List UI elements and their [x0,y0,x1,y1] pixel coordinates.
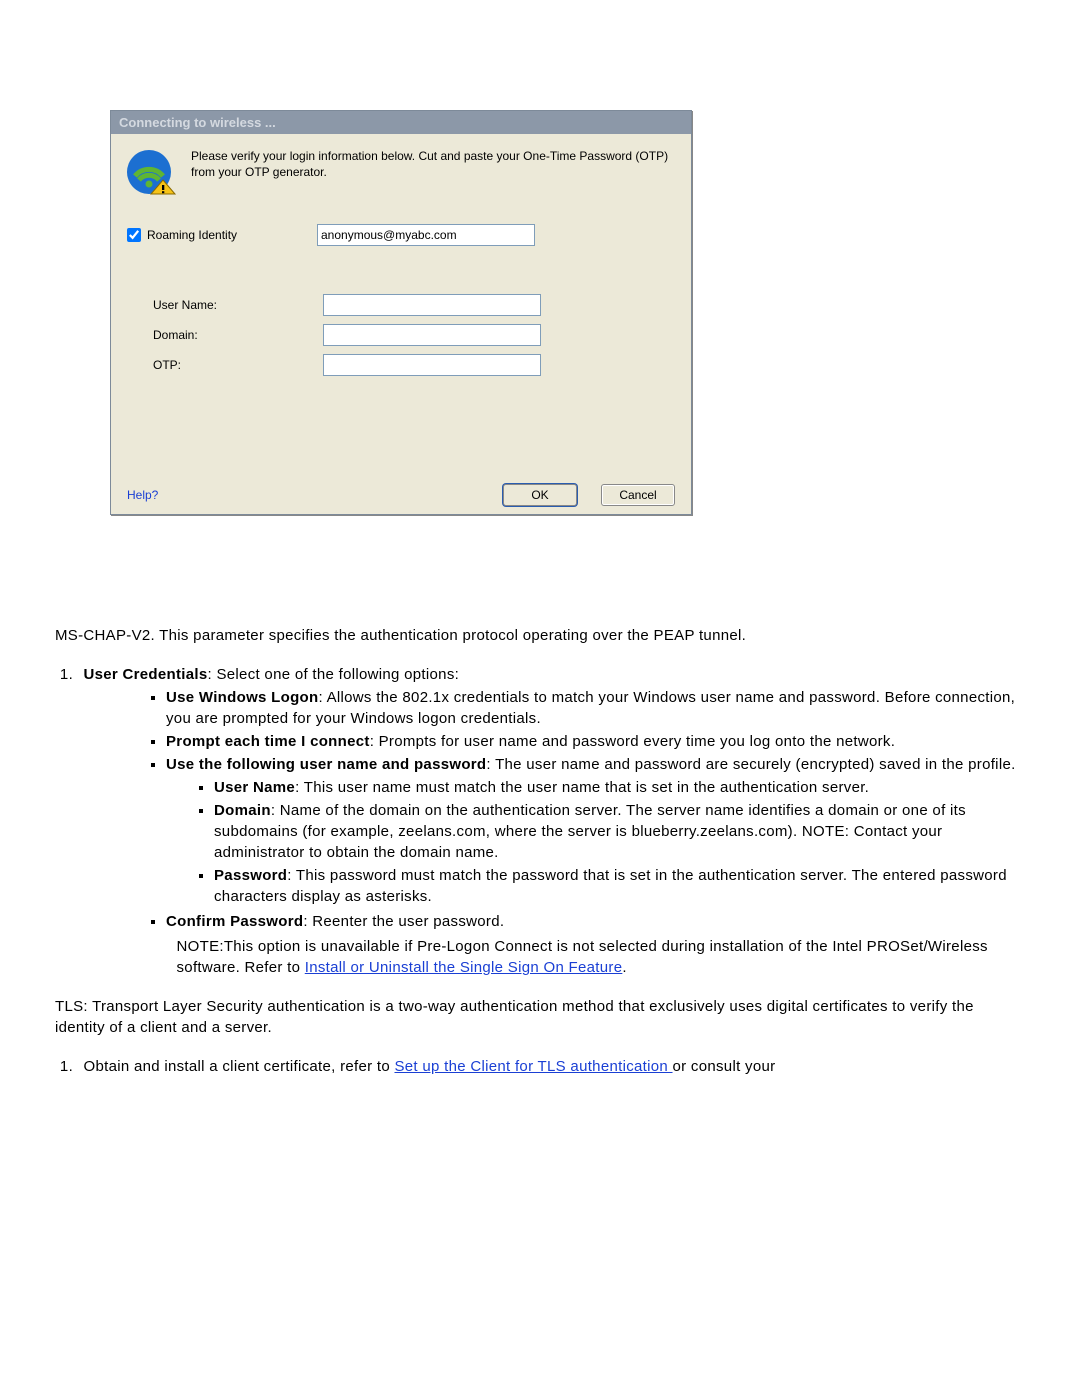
domain-input[interactable] [323,324,541,346]
sub-domain: Domain: Name of the domain on the authen… [214,800,1025,863]
b4-bold: Confirm Password [166,913,303,930]
username-input[interactable] [323,294,541,316]
s2-bold: Domain [214,802,271,819]
b4-rest: : Reenter the user password. [303,913,504,930]
wireless-warning-icon [127,146,177,196]
b2-rest: : Prompts for user name and password eve… [370,733,895,750]
cancel-button[interactable]: Cancel [601,484,675,506]
uc-option-windows-logon: Use Windows Logon: Allows the 802.1x cre… [166,687,1025,729]
dialog-top-row: Please verify your login information bel… [127,146,675,196]
tls-post: or consult your [673,1058,776,1075]
uc-options-list: Use Windows Logon: Allows the 802.1x cre… [84,687,1026,932]
s1-rest: : This user name must match the user nam… [295,779,869,796]
ok-button[interactable]: OK [503,484,577,506]
note-block: NOTE:This option is unavailable if Pre-L… [177,936,1026,978]
tls-step-1: Obtain and install a client certificate,… [78,1056,1026,1077]
tls-pre: Obtain and install a client certificate,… [84,1058,395,1075]
roaming-identity-checkbox[interactable] [127,228,141,242]
uc-bold: User Credentials [84,666,208,683]
b3-rest: : The user name and password are securel… [486,756,1015,773]
connecting-dialog: Connecting to wireless ... Please verify… [110,110,692,515]
sub-password: Password: This password must match the p… [214,865,1025,907]
roaming-identity-input[interactable] [317,224,535,246]
s3-rest: : This password must match the password … [214,867,1007,905]
s3-bold: Password [214,867,287,884]
domain-label: Domain: [127,328,323,342]
user-credentials-item: User Credentials: Select one of the foll… [78,664,1026,978]
otp-row: OTP: [127,354,675,376]
otp-label: OTP: [127,358,323,372]
s2-rest: : Name of the domain on the authenticati… [214,802,966,861]
otp-input[interactable] [323,354,541,376]
b3-bold: Use the following user name and password [166,756,486,773]
dialog-body: Please verify your login information bel… [111,134,691,514]
note-post: . [622,959,626,976]
b2-bold: Prompt each time I connect [166,733,370,750]
dialog-button-row: Help? OK Cancel [127,476,675,506]
dialog-title: Connecting to wireless ... [119,115,276,130]
username-label: User Name: [127,298,323,312]
roaming-identity-row: Roaming Identity [127,224,675,246]
uc-rest: : Select one of the following options: [208,666,460,683]
dialog-titlebar: Connecting to wireless ... [111,111,691,134]
user-credentials-list: User Credentials: Select one of the foll… [55,664,1025,978]
tls-paragraph: TLS: Transport Layer Security authentica… [55,996,1025,1038]
uc-option-saved: Use the following user name and password… [166,754,1025,907]
uc-option-prompt: Prompt each time I connect: Prompts for … [166,731,1025,752]
tls-steps-list: Obtain and install a client certificate,… [55,1056,1025,1077]
roaming-identity-label: Roaming Identity [147,228,237,242]
domain-row: Domain: [127,324,675,346]
sub-username: User Name: This user name must match the… [214,777,1025,798]
uc-option-confirm: Confirm Password: Reenter the user passw… [166,911,1025,932]
mschap-paragraph: MS-CHAP-V2. This parameter specifies the… [55,625,1025,646]
s1-bold: User Name [214,779,295,796]
sso-link[interactable]: Install or Uninstall the Single Sign On … [305,959,623,976]
saved-sub-list: User Name: This user name must match the… [166,777,1025,907]
tls-link[interactable]: Set up the Client for TLS authentication [394,1058,672,1075]
dialog-instructions: Please verify your login information bel… [191,146,675,180]
help-link[interactable]: Help? [127,488,158,502]
b1-bold: Use Windows Logon [166,689,318,706]
username-row: User Name: [127,294,675,316]
document-text: MS-CHAP-V2. This parameter specifies the… [55,625,1025,1077]
